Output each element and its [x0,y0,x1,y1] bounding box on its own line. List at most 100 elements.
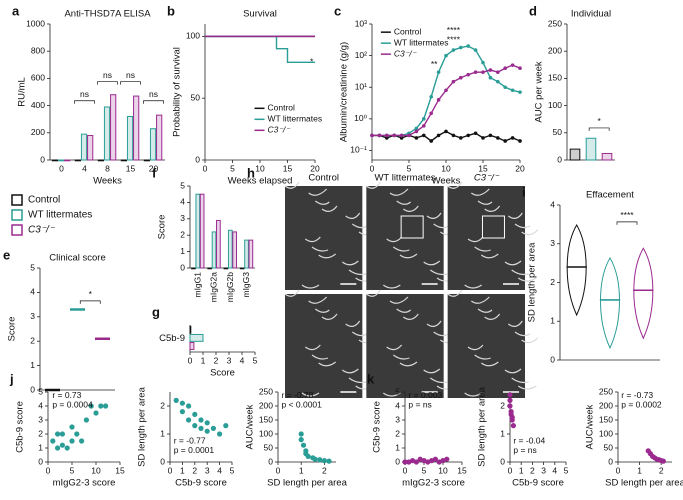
panel-letter: f [152,165,157,180]
texture [521,337,539,344]
point [496,70,500,74]
point [436,133,441,138]
bar [103,106,111,161]
texture [396,308,412,313]
bar [569,148,581,161]
texture [511,269,529,276]
series-line [372,64,521,137]
texture [301,392,320,397]
x-tick-label: 1 [519,465,524,475]
x-tick-label: 2 [322,465,327,475]
texture [470,188,490,196]
texture [447,181,463,189]
point [402,459,408,465]
y-tick-label: 200 [31,127,45,137]
bar [601,152,613,161]
x-tick-label: 5 [422,465,427,475]
x-tick-label: 2 [530,465,535,475]
point [198,417,204,423]
chart-title: Effacement [586,190,634,201]
chart-title: Individual [571,9,611,20]
point [510,63,515,67]
texture [504,260,522,266]
texture [517,277,537,282]
y-tick-label: 1 [160,428,165,438]
point [55,445,61,451]
bar [133,95,140,161]
point [503,139,508,143]
texture [426,320,442,327]
point [98,403,104,409]
point [103,403,109,409]
point [507,403,513,409]
legend-label: C3⁻/⁻ [394,48,418,58]
bar [207,267,213,270]
y-tick-label: C5b-9 [159,333,185,344]
bar [126,115,134,161]
annotation: * [310,56,314,66]
x-tick-label: 0 [403,465,408,475]
y-tick-label: 200 [548,45,562,55]
inset-box [400,215,424,239]
y-tick-label: 1 [395,442,400,452]
y-axis-label: SD length per area [477,386,488,466]
x-tick-label: 0 [46,465,51,475]
annotation: r = 0.003 [408,390,442,400]
point [55,431,61,437]
point [473,131,478,136]
y-tick-label: 400 [31,100,45,110]
x-tick-label: 5 [230,465,235,475]
point [192,411,198,417]
texture [402,205,419,212]
panel-letter: a [12,3,20,18]
point [481,60,485,65]
bar [248,239,254,269]
y-tick-label: 5 [30,262,35,272]
x-axis-label: C5b-9 score [512,478,564,489]
texture [301,284,320,289]
legend-swatch [11,194,23,206]
x-tick-label: 0 [188,355,193,365]
y-tick-label: 0 [557,154,562,164]
point [510,88,515,93]
x-tick-label: 5 [230,163,235,173]
bar [110,94,117,161]
y-axis-label: C5b-9 score [372,401,383,453]
point [377,133,382,138]
chart-title: Survival [243,9,277,20]
panel-letter: b [167,3,175,18]
annotation: p = ns [513,445,536,455]
point [198,425,204,431]
y-tick-label: 100 [548,100,562,110]
bar [223,267,229,270]
legend-label: C3⁻/⁻ [268,125,292,135]
violin [600,256,620,350]
texture [467,344,484,351]
texture [304,236,321,243]
bar [189,333,204,342]
point [298,431,304,437]
point [444,129,448,134]
point [414,126,419,131]
bar [120,159,128,162]
y-tick-label: 4 [38,400,43,410]
x-tick-label: mIgG2b [225,272,235,303]
x-tick-label: 0 [168,465,173,475]
point [451,79,456,84]
x-tick-label: 3 [541,465,546,475]
y-tick-label: 5 [180,180,185,190]
texture [345,212,361,219]
texture [507,320,523,327]
y-tick-label: 1 [500,428,505,438]
texture [474,354,491,360]
texture [514,331,531,337]
point [451,133,456,138]
y-tick-label: 1 [180,246,185,256]
point [488,75,493,80]
y-axis-label: SD length per area [137,386,148,466]
point [510,136,515,140]
point [50,438,56,444]
point [422,117,426,121]
point [414,136,419,140]
x-axis-label: SD length per area [605,478,683,489]
